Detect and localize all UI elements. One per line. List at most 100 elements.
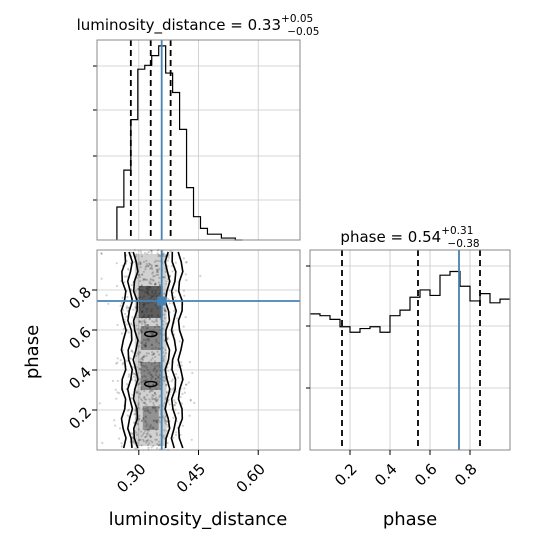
joint-sample-point <box>142 396 146 399</box>
joint-sample-point <box>188 414 191 417</box>
joint-sample-point <box>139 361 142 364</box>
joint-sample-point <box>157 347 160 350</box>
joint-sample-point <box>151 353 154 356</box>
joint-sample-point <box>145 264 148 267</box>
joint-sample-point <box>151 333 154 336</box>
joint-sample-point <box>101 441 104 444</box>
joint-sample-point <box>144 421 147 424</box>
joint-sample-point <box>154 377 157 380</box>
joint-sample-point <box>138 275 142 279</box>
joint-sample-point <box>151 278 154 281</box>
joint-sample-point <box>100 252 103 255</box>
joint-sample-point <box>144 416 147 419</box>
joint-sample-point <box>148 262 151 265</box>
joint-sample-point <box>163 339 166 342</box>
joint-sample-point <box>139 262 142 265</box>
joint-sample-point <box>146 324 149 327</box>
joint-sample-point <box>126 409 129 412</box>
joint-sample-point <box>152 445 155 448</box>
joint-sample-point <box>125 307 128 310</box>
joint-sample-point <box>120 442 123 445</box>
joint-sample-point <box>139 342 142 345</box>
joint-sample-point <box>138 274 141 277</box>
joint-sample-point <box>152 383 155 386</box>
joint-sample-point <box>116 361 119 364</box>
joint-sample-point <box>130 323 133 326</box>
joint-sample-point <box>140 444 143 447</box>
joint-sample-point <box>152 353 155 356</box>
joint-sample-point <box>125 323 128 326</box>
joint-sample-point <box>148 263 151 266</box>
joint-sample-point <box>175 431 178 434</box>
joint-sample-point <box>136 352 139 355</box>
joint-sample-point <box>139 261 142 264</box>
joint-sample-point <box>163 276 166 279</box>
joint-sample-point <box>157 325 160 328</box>
joint-sample-point <box>146 438 149 441</box>
joint-sample-point <box>144 324 147 327</box>
joint-sample-point <box>155 421 158 424</box>
joint-sample-point <box>143 389 146 393</box>
joint-sample-point <box>159 254 162 258</box>
joint-sample-point <box>159 443 162 446</box>
joint-sample-point <box>127 267 130 270</box>
joint-sample-point <box>152 394 155 397</box>
joint-sample-point <box>153 283 157 286</box>
joint-sample-point <box>143 365 146 368</box>
joint-sample-point <box>152 419 155 422</box>
joint-sample-point <box>148 398 151 401</box>
joint-sample-point <box>143 401 146 404</box>
joint-sample-point <box>155 396 158 399</box>
joint-sample-point <box>146 327 149 330</box>
joint-sample-point <box>163 317 166 320</box>
joint-sample-point <box>155 259 158 262</box>
joint-sample-point <box>136 423 139 426</box>
joint-sample-point <box>150 377 153 380</box>
joint-sample-point <box>145 327 148 330</box>
joint-sample-point <box>146 429 149 432</box>
joint-sample-point <box>133 372 136 375</box>
joint-sample-point <box>135 391 138 394</box>
joint-sample-point <box>148 433 151 437</box>
joint-sample-point <box>140 252 143 255</box>
joint-sample-point <box>149 439 152 442</box>
joint-sample-point <box>144 379 147 382</box>
joint-sample-point <box>145 398 148 401</box>
joint-sample-point <box>150 266 153 270</box>
joint-sample-point <box>132 375 135 379</box>
x-axis-label-ld: luminosity_distance <box>109 509 288 530</box>
joint-sample-point <box>155 323 158 326</box>
joint-sample-point <box>193 401 196 404</box>
joint-sample-point <box>142 401 145 404</box>
joint-sample-point <box>147 360 151 363</box>
joint-sample-point <box>153 368 156 371</box>
joint-sample-point <box>142 355 145 358</box>
ld-xtick-label: 0.45 <box>173 460 209 496</box>
joint-sample-point <box>134 409 137 412</box>
joint-sample-point <box>153 398 156 401</box>
joint-sample-point <box>185 383 188 386</box>
joint-sample-point <box>137 402 140 405</box>
joint-sample-point <box>135 390 139 393</box>
joint-sample-point <box>174 289 178 292</box>
joint-sample-point <box>143 251 146 255</box>
joint-sample-point <box>123 281 126 284</box>
joint-sample-point <box>179 396 182 399</box>
joint-sample-point <box>156 419 159 423</box>
joint-sample-point <box>136 391 139 394</box>
joint-sample-point <box>179 433 182 437</box>
joint-sample-point <box>123 318 126 321</box>
joint-sample-point <box>155 419 158 422</box>
joint-sample-point <box>156 399 159 402</box>
joint-sample-point <box>151 376 154 379</box>
joint-sample-point <box>144 321 147 324</box>
joint-sample-point <box>147 324 150 327</box>
joint-sample-point <box>152 352 156 355</box>
joint-sample-point <box>138 382 141 385</box>
joint-sample-point <box>164 397 167 401</box>
joint-sample-point <box>130 349 133 352</box>
joint-sample-point <box>152 383 155 386</box>
joint-sample-point <box>127 306 130 309</box>
joint-sample-point <box>165 352 168 355</box>
joint-sample-point <box>154 398 157 401</box>
